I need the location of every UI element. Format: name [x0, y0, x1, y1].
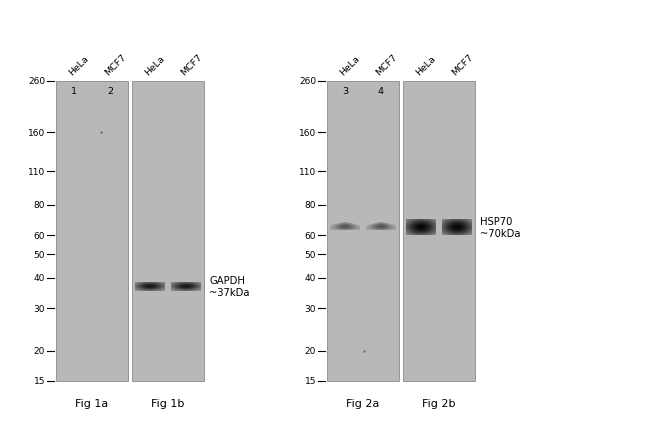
Bar	[403, 82, 475, 381]
Text: 40: 40	[305, 274, 316, 283]
Text: 20: 20	[305, 347, 316, 356]
Text: MCF7: MCF7	[450, 52, 475, 77]
Text: 60: 60	[304, 231, 316, 240]
Text: 3: 3	[342, 86, 348, 95]
Text: 60: 60	[34, 231, 45, 240]
Bar	[132, 82, 204, 381]
Text: MCF7: MCF7	[374, 52, 400, 77]
Text: 30: 30	[304, 304, 316, 313]
Text: 15: 15	[304, 377, 316, 386]
Text: HeLa: HeLa	[415, 54, 438, 77]
Text: GAPDH
~37kDa: GAPDH ~37kDa	[209, 276, 250, 297]
Text: 80: 80	[34, 201, 45, 210]
Text: 50: 50	[304, 250, 316, 259]
Bar	[56, 82, 128, 381]
Text: 20: 20	[34, 347, 45, 356]
Text: MCF7: MCF7	[103, 52, 129, 77]
Text: HeLa: HeLa	[144, 54, 167, 77]
Bar	[327, 82, 399, 381]
Text: HeLa: HeLa	[68, 54, 91, 77]
Text: Fig 2b: Fig 2b	[422, 398, 456, 408]
Text: 260: 260	[28, 77, 45, 86]
Text: 160: 160	[28, 128, 45, 137]
Text: 30: 30	[34, 304, 45, 313]
Text: 80: 80	[304, 201, 316, 210]
Text: 40: 40	[34, 274, 45, 283]
Text: 110: 110	[28, 168, 45, 177]
Text: 2: 2	[107, 86, 113, 95]
Text: 260: 260	[299, 77, 316, 86]
Text: HeLa: HeLa	[339, 54, 362, 77]
Text: Fig 2a: Fig 2a	[346, 398, 380, 408]
Text: Fig 1a: Fig 1a	[75, 398, 109, 408]
Text: MCF7: MCF7	[179, 52, 205, 77]
Text: 15: 15	[34, 377, 45, 386]
Text: HSP70
~70kDa: HSP70 ~70kDa	[480, 216, 521, 238]
Text: 110: 110	[299, 168, 316, 177]
Text: 1: 1	[71, 86, 77, 95]
Text: 160: 160	[299, 128, 316, 137]
Text: 4: 4	[378, 86, 384, 95]
Text: 50: 50	[34, 250, 45, 259]
Text: Fig 1b: Fig 1b	[151, 398, 185, 408]
